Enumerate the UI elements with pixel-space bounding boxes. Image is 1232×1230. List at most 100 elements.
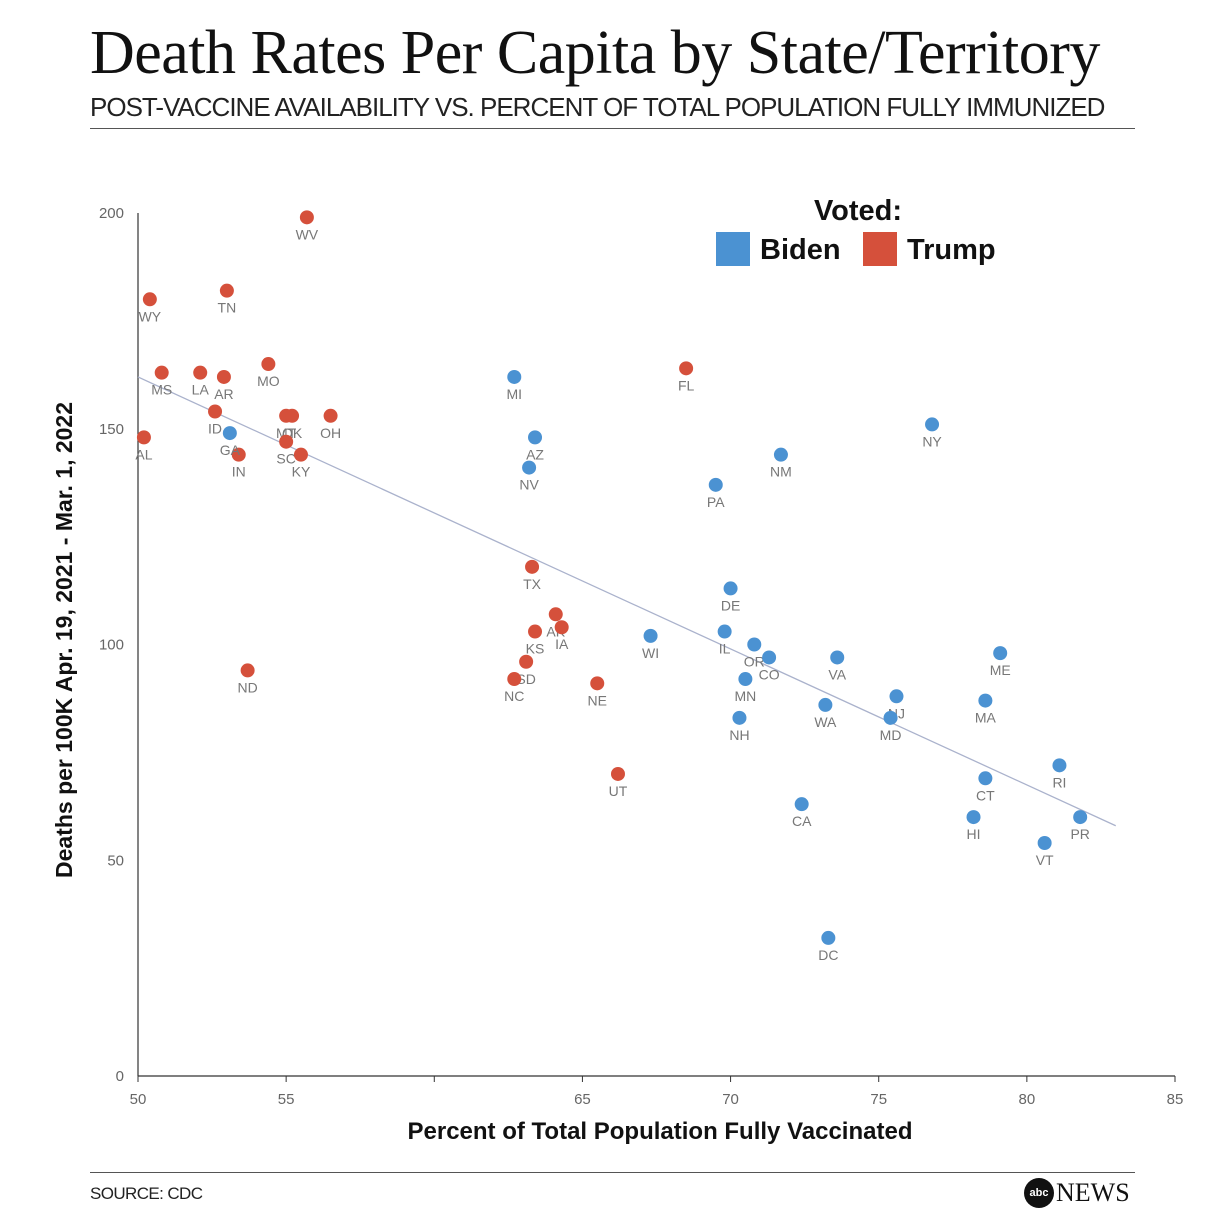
x-tick-label: 50 — [130, 1091, 147, 1108]
data-point-label: MI — [507, 386, 523, 402]
data-point — [821, 930, 836, 945]
data-point-label: ID — [208, 420, 222, 436]
data-point — [279, 434, 294, 449]
data-point-label: OR — [744, 654, 765, 670]
data-point-label: WI — [642, 645, 659, 661]
data-point — [708, 477, 723, 492]
data-point-label: PA — [707, 494, 725, 510]
data-point-label: PR — [1070, 826, 1089, 842]
data-point — [219, 283, 234, 298]
data-point-label: NM — [770, 464, 792, 480]
x-tick-label: 85 — [1167, 1091, 1184, 1108]
data-point-label: TN — [218, 300, 237, 316]
abc-news-logo: abc NEWS — [1024, 1178, 1130, 1208]
data-point — [240, 663, 255, 678]
data-point — [507, 369, 522, 384]
data-point-label: MO — [257, 373, 280, 389]
data-point — [732, 710, 747, 725]
data-point — [1037, 835, 1052, 850]
data-point-label: WY — [139, 308, 162, 324]
data-point-label: MN — [734, 688, 756, 704]
data-point — [966, 810, 981, 825]
x-tick-label: 70 — [722, 1091, 739, 1108]
data-point — [883, 710, 898, 725]
data-point — [528, 624, 543, 639]
y-tick-label: 0 — [116, 1068, 124, 1085]
data-point-label: FL — [678, 377, 695, 393]
data-point — [978, 771, 993, 786]
data-point — [525, 559, 540, 574]
data-point — [723, 581, 738, 596]
y-tick-label: 50 — [107, 852, 124, 869]
data-point — [548, 607, 563, 622]
data-point — [762, 650, 777, 665]
data-point-label: IA — [555, 636, 569, 652]
legend-swatch-biden — [716, 232, 750, 266]
data-point — [889, 689, 904, 704]
data-point — [679, 361, 694, 376]
data-point — [1073, 810, 1088, 825]
data-point — [993, 646, 1008, 661]
data-point-label: KY — [292, 464, 311, 480]
data-point — [794, 797, 809, 812]
data-point-label: GA — [220, 442, 241, 458]
x-tick-label: 75 — [870, 1091, 887, 1108]
data-point-label: NE — [588, 692, 607, 708]
data-point — [231, 447, 246, 462]
data-point-label: IN — [232, 464, 246, 480]
abc-logo-icon: abc — [1024, 1178, 1054, 1208]
data-point — [978, 693, 993, 708]
data-point-label: AZ — [526, 446, 544, 462]
data-point-label: SC — [276, 451, 295, 467]
data-point-label: DC — [818, 947, 838, 963]
data-point — [261, 357, 276, 372]
data-point-label: MS — [151, 382, 172, 398]
data-point — [1052, 758, 1067, 773]
chart-title: Death Rates Per Capita by State/Territor… — [90, 19, 1100, 87]
data-point-label: ND — [238, 679, 258, 695]
data-point — [925, 417, 940, 432]
data-point-label: SD — [516, 671, 535, 687]
header-divider — [90, 128, 1135, 129]
data-point — [773, 447, 788, 462]
data-point — [208, 404, 223, 419]
data-point-label: NC — [504, 688, 524, 704]
data-point-label: AL — [135, 446, 152, 462]
data-point-label: LA — [192, 382, 210, 398]
data-point — [738, 672, 753, 687]
data-point — [643, 628, 658, 643]
data-point — [610, 766, 625, 781]
data-point-label: NY — [922, 433, 942, 449]
news-wordmark: NEWS — [1056, 1178, 1130, 1207]
footer-divider — [90, 1172, 1135, 1173]
data-point — [293, 447, 308, 462]
x-tick-label: 65 — [574, 1091, 591, 1108]
data-point-label: ME — [990, 662, 1011, 678]
data-point — [818, 697, 833, 712]
data-point — [528, 430, 543, 445]
data-point-label: HI — [967, 826, 981, 842]
data-point-label: NH — [729, 727, 749, 743]
source-note: SOURCE: CDC — [90, 1184, 203, 1203]
data-point-label: DE — [721, 597, 740, 613]
x-tick-label: 80 — [1019, 1091, 1036, 1108]
data-point-label: VT — [1036, 852, 1054, 868]
data-point — [554, 620, 569, 635]
data-point — [747, 637, 762, 652]
data-point — [717, 624, 732, 639]
data-point — [590, 676, 605, 691]
data-point — [154, 365, 169, 380]
y-tick-label: 200 — [99, 205, 124, 222]
data-point-label: KS — [526, 641, 545, 657]
data-point-label: NV — [519, 477, 539, 493]
y-axis-label: Deaths per 100K Apr. 19, 2021 - Mar. 1, … — [51, 402, 77, 878]
x-tick-label: 55 — [278, 1091, 295, 1108]
data-point — [136, 430, 151, 445]
data-point-label: MD — [880, 727, 902, 743]
x-axis-label: Percent of Total Population Fully Vaccin… — [408, 1118, 913, 1145]
data-point-label: RI — [1052, 774, 1066, 790]
data-point — [299, 210, 314, 225]
data-point — [222, 426, 237, 441]
data-point-label: CT — [976, 787, 995, 803]
y-tick-label: 150 — [99, 421, 124, 438]
